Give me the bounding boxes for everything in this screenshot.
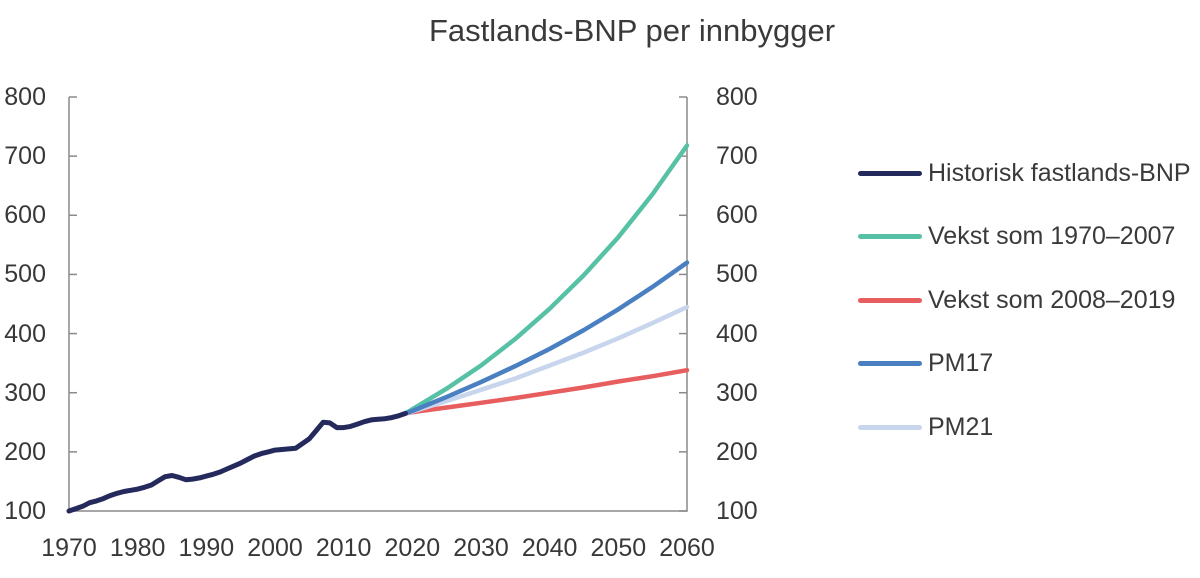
legend-label-historisk: Historisk fastlands-BNP xyxy=(928,158,1191,187)
series-line-historisk xyxy=(66,410,408,514)
legend: Historisk fastlands-BNP Vekst som 1970–20… xyxy=(858,158,1191,441)
y-axis-tick-label-left: 300 xyxy=(4,378,46,407)
legend-label-pm17: PM17 xyxy=(928,349,994,377)
y-axis-tick-label-right: 800 xyxy=(716,83,758,111)
y-axis-tick-label-left: 800 xyxy=(4,83,46,111)
legend-label-pm21: PM21 xyxy=(928,412,994,441)
chart-title: Fastlands-BNP per innbygger xyxy=(428,13,836,48)
y-axis-tick-label-left: 700 xyxy=(4,142,46,171)
y-axis-tick-label-right: 700 xyxy=(716,142,758,171)
x-axis-tick-label: 2040 xyxy=(521,534,578,562)
y-axis-tick-label-left: 600 xyxy=(4,201,46,230)
legend-item-pm17: PM17 xyxy=(858,349,1191,377)
legend-swatch-pm17 xyxy=(858,361,922,366)
legend-item-pm21: PM21 xyxy=(858,412,1191,441)
y-axis-tick-label-right: 100 xyxy=(716,497,758,525)
y-axis-tick-label-right: 200 xyxy=(716,437,758,466)
series-line-vekst-2008-2019 xyxy=(403,367,690,416)
y-axis-tick-label-right: 600 xyxy=(716,201,758,230)
legend-item-vekst-1970-2007: Vekst som 1970–2007 xyxy=(858,222,1191,250)
legend-item-vekst-2008-2019: Vekst som 2008–2019 xyxy=(858,285,1191,314)
x-axis-tick-label: 2020 xyxy=(384,534,441,562)
x-axis-tick-label: 2030 xyxy=(453,534,509,562)
x-axis-tick-label: 1970 xyxy=(41,534,97,562)
y-axis-tick-label-right: 400 xyxy=(716,319,758,348)
y-axis-tick-label-left: 500 xyxy=(4,260,46,289)
y-axis-tick-label-left: 400 xyxy=(4,319,46,348)
legend-label-vekst-1970-2007: Vekst som 1970–2007 xyxy=(928,222,1176,250)
legend-swatch-vekst-1970-2007 xyxy=(858,234,922,239)
y-axis-tick-label-right: 300 xyxy=(716,378,758,407)
x-axis-tick-label: 2050 xyxy=(590,534,647,562)
legend-swatch-vekst-2008-2019 xyxy=(858,297,922,303)
legend-item-historisk: Historisk fastlands-BNP xyxy=(858,158,1191,187)
y-axis-tick-label-right: 500 xyxy=(716,260,758,289)
legend-label-vekst-2008-2019: Vekst som 2008–2019 xyxy=(928,285,1176,314)
y-axis-tick-label-left: 200 xyxy=(4,437,46,466)
x-axis-tick-label: 2010 xyxy=(315,534,372,562)
legend-swatch-historisk xyxy=(858,170,922,176)
x-axis-tick-label: 2000 xyxy=(247,534,303,562)
legend-swatch-pm21 xyxy=(858,424,922,430)
x-axis-tick-label: 1990 xyxy=(178,534,235,562)
series-line-vekst-1970-2007 xyxy=(403,143,690,416)
y-axis-tick-label-left: 100 xyxy=(4,497,46,525)
x-axis-tick-label: 1980 xyxy=(109,534,166,562)
series-line-pm17 xyxy=(403,260,690,416)
x-axis-tick-label: 2060 xyxy=(659,534,715,562)
